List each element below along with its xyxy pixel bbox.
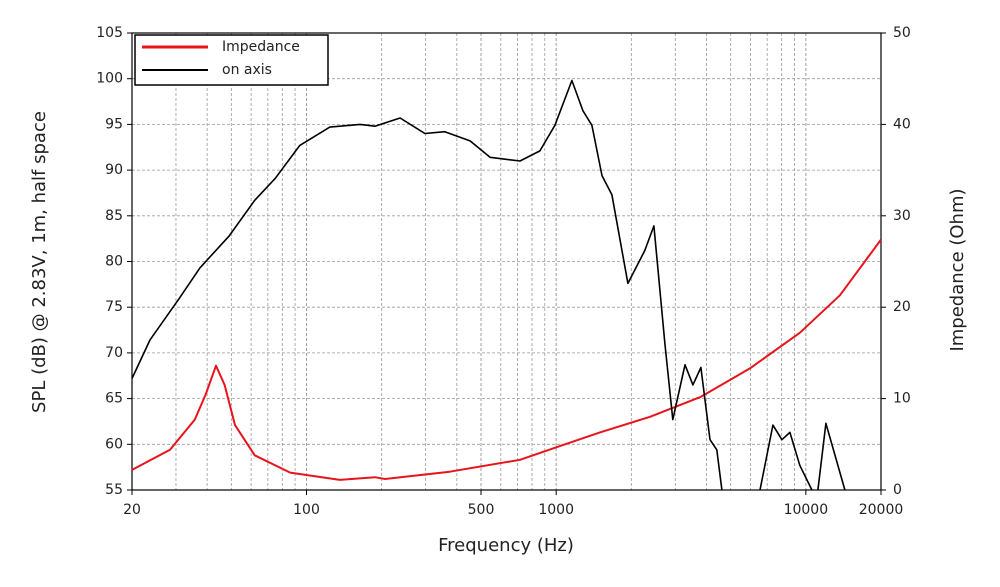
x-tick-label: 10000 <box>784 502 829 518</box>
y2-tick-label: 40 <box>893 116 911 132</box>
y2-tick-label: 0 <box>893 482 902 498</box>
x-axis-label: Frequency (Hz) <box>438 535 574 556</box>
series-line <box>131 79 846 491</box>
legend-label: on axis <box>222 62 272 78</box>
series-line <box>131 239 882 481</box>
y-tick-label: 90 <box>105 162 123 178</box>
x-tick-label: 20 <box>123 502 141 518</box>
legend-box <box>134 34 329 86</box>
y-axis-label: SPL (dB) @ 2.83V, 1m, half space <box>29 111 50 413</box>
y-tick-label: 100 <box>96 71 123 87</box>
y2-tick-label: 30 <box>893 208 911 224</box>
plot-frame <box>131 32 882 491</box>
x-tick-label: 1000 <box>538 502 574 518</box>
y-tick-label: 105 <box>96 25 123 41</box>
legend-label: Impedance <box>222 39 300 55</box>
y2-tick-label: 20 <box>893 299 911 315</box>
x-tick-label: 20000 <box>859 502 904 518</box>
y2-tick-label: 10 <box>893 391 911 407</box>
y2-tick-label: 50 <box>893 25 911 41</box>
y-tick-label: 75 <box>105 299 123 315</box>
y-tick-label: 70 <box>105 345 123 361</box>
y-tick-label: 85 <box>105 208 123 224</box>
y2-axis-label: Impedance (Ohm) <box>947 188 968 351</box>
y-tick-label: 65 <box>105 391 123 407</box>
y-tick-label: 55 <box>105 482 123 498</box>
y-tick-label: 95 <box>105 116 123 132</box>
x-tick-label: 500 <box>468 502 495 518</box>
y-tick-label: 80 <box>105 254 123 270</box>
x-tick-label: 100 <box>293 502 320 518</box>
y-tick-label: 60 <box>105 436 123 452</box>
